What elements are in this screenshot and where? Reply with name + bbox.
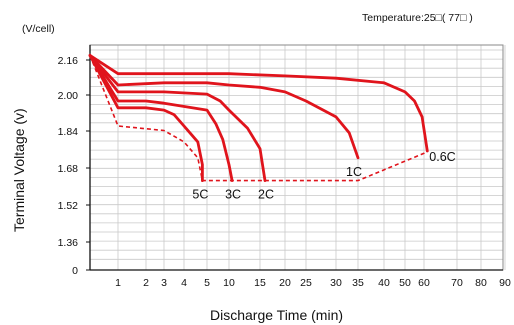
- curve-label-5C: 5C: [192, 188, 208, 202]
- x-tick-label: 1: [115, 277, 121, 289]
- x-tick-label: 50: [399, 277, 411, 289]
- x-axis-title: Discharge Time (min): [210, 307, 343, 323]
- grid: [89, 44, 506, 271]
- y-tick-label: 0: [72, 265, 78, 277]
- series-lines: [88, 54, 429, 182]
- series-line-0-6C: [88, 54, 429, 153]
- x-tick-label: 2: [143, 277, 149, 289]
- curve-label-3C: 3C: [225, 188, 241, 202]
- x-tick-label: 40: [378, 277, 390, 289]
- series-line-3C: [88, 54, 234, 182]
- x-tick-label: 70: [451, 277, 463, 289]
- y-tick-label: 1.68: [58, 163, 79, 175]
- y-axis-title: Terminal Voltage (v): [11, 108, 27, 232]
- x-tick-label: 15: [254, 277, 266, 289]
- curve-label-2C: 2C: [258, 188, 274, 202]
- x-tick-label: 10: [223, 277, 235, 289]
- curve-label-1C: 1C: [346, 165, 362, 179]
- y-tick-label: 2.00: [58, 90, 79, 102]
- x-tick-label: 30: [330, 277, 342, 289]
- x-tick-label: 25: [300, 277, 312, 289]
- y-tick-label: 1.84: [58, 126, 79, 138]
- x-tick-label: 35: [352, 277, 364, 289]
- curve-label-0-6C: 0.6C: [429, 150, 455, 164]
- axes: [86, 45, 503, 271]
- y-tick-label: 2.16: [58, 55, 79, 67]
- y-tick-label: 1.36: [58, 237, 79, 249]
- series-line-5C: [88, 54, 204, 182]
- cutoff-dashed-path: [89, 55, 428, 182]
- y-tick-label: 1.52: [58, 200, 79, 212]
- x-tick-label: 80: [475, 277, 487, 289]
- x-tick-label: 90: [499, 277, 511, 289]
- x-tick-label: 3: [161, 277, 167, 289]
- x-tick-label: 60: [418, 277, 430, 289]
- x-tick-label: 5: [204, 277, 210, 289]
- temperature-annotation: Temperature:25□( 77□ ): [362, 12, 473, 24]
- series-line-1C: [88, 54, 360, 160]
- x-tick-label: 4: [181, 277, 187, 289]
- series-line-2C: [88, 54, 267, 182]
- x-tick-label: 20: [279, 277, 291, 289]
- y-unit-label: (V/cell): [22, 23, 55, 35]
